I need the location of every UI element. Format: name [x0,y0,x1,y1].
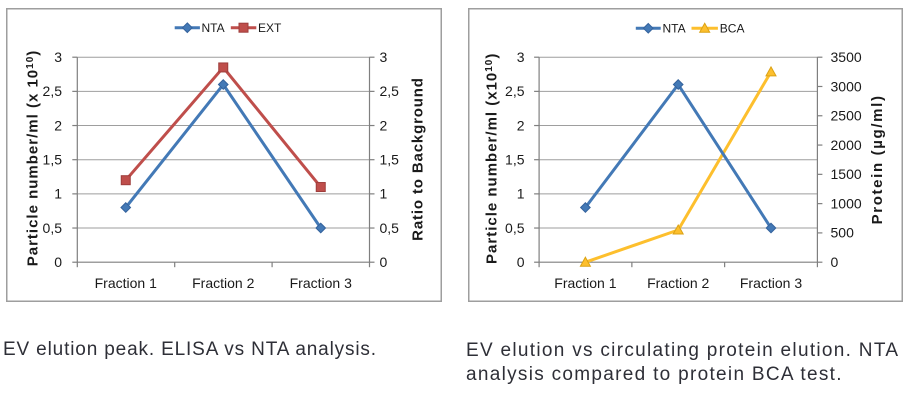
svg-text:0: 0 [516,254,524,270]
svg-text:0,5: 0,5 [43,220,63,236]
svg-text:3: 3 [516,49,524,65]
svg-text:2: 2 [54,117,62,133]
svg-text:3500: 3500 [830,49,861,65]
svg-text:NTA: NTA [202,21,225,35]
svg-text:1: 1 [380,186,388,202]
svg-text:NTA: NTA [662,22,685,36]
svg-text:1000: 1000 [830,195,861,211]
svg-text:Fraction 3: Fraction 3 [290,275,352,291]
svg-text:500: 500 [830,225,854,241]
svg-text:3000: 3000 [830,78,861,94]
svg-text:2,5: 2,5 [380,83,400,99]
svg-text:Fraction 2: Fraction 2 [192,275,254,291]
svg-text:0: 0 [54,254,62,270]
svg-text:Fraction 3: Fraction 3 [739,275,801,291]
svg-text:2: 2 [516,117,524,133]
svg-text:1: 1 [54,186,62,202]
svg-text:0: 0 [830,254,838,270]
svg-text:Particle number/ml (x1010): Particle number/ml (x1010) [483,53,500,264]
svg-text:1: 1 [516,186,524,202]
svg-text:1,5: 1,5 [505,152,525,168]
svg-text:3: 3 [54,49,62,65]
svg-text:0: 0 [380,254,388,270]
svg-text:2: 2 [380,117,388,133]
svg-text:Fraction 2: Fraction 2 [647,275,709,291]
svg-text:EXT: EXT [258,21,282,35]
svg-text:1,5: 1,5 [43,152,63,168]
svg-text:Fraction 1: Fraction 1 [95,275,157,291]
svg-text:1,5: 1,5 [380,152,400,168]
svg-text:Particle number/ml (x 1010): Particle number/ml (x 1010) [25,50,42,267]
svg-text:0,5: 0,5 [380,220,400,236]
svg-text:Fraction 1: Fraction 1 [554,275,616,291]
svg-text:Ratio to Background: Ratio to Background [409,77,426,241]
svg-text:2000: 2000 [830,137,861,153]
svg-text:1500: 1500 [830,166,861,182]
svg-text:0,5: 0,5 [505,220,525,236]
svg-text:3: 3 [380,49,388,65]
svg-text:Protein (µg/ml): Protein (µg/ml) [869,94,886,224]
svg-text:BCA: BCA [719,22,744,36]
svg-text:2500: 2500 [830,108,861,124]
svg-text:2,5: 2,5 [43,83,63,99]
svg-text:2,5: 2,5 [505,83,525,99]
